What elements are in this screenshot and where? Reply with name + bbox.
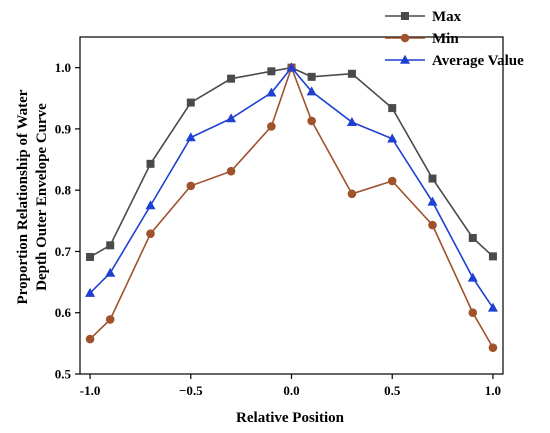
legend-marker-min [400, 33, 410, 43]
data-point-min [186, 181, 196, 191]
series-line-average-value [89, 66, 494, 309]
series-average-value [85, 62, 498, 312]
data-point-average-value [226, 113, 237, 123]
legend-marker-average-value [400, 54, 410, 64]
series-layer [85, 62, 498, 352]
y-tick-label: 0.7 [55, 244, 72, 259]
data-point-min [267, 122, 276, 131]
data-point-max [428, 174, 437, 183]
legend-label-max: Max [432, 9, 462, 25]
data-point-average-value [105, 267, 116, 277]
data-point-max [267, 67, 276, 76]
data-point-min [468, 308, 478, 318]
data-point-average-value [145, 200, 156, 210]
data-point-max [488, 252, 497, 261]
data-point-max [388, 104, 397, 113]
legend-marker-max [401, 12, 409, 20]
y-tick-label: 0.8 [55, 183, 72, 198]
x-axis: -1.0 −0.5 0.0 0.5 1.0 [80, 374, 501, 398]
data-point-max [347, 69, 356, 78]
data-point-min [307, 116, 316, 126]
data-point-min [428, 220, 437, 230]
data-point-min [226, 166, 236, 176]
data-point-average-value [306, 86, 317, 96]
legend-label-average-value: Average Value [432, 53, 524, 69]
data-point-average-value [427, 196, 438, 206]
data-point-average-value [286, 62, 297, 72]
legend-item-average-value: Average Value [385, 53, 524, 69]
data-point-min [488, 343, 498, 352]
data-point-max [227, 74, 236, 83]
y-tick-label: 0.6 [55, 305, 72, 320]
y-tick-label: 1.0 [55, 60, 71, 75]
legend: Max Min Average Value [385, 9, 524, 69]
data-point-max [468, 233, 477, 242]
legend-item-max: Max [385, 9, 462, 25]
data-point-min [387, 176, 397, 186]
data-point-average-value [346, 116, 357, 126]
plot-frame [79, 36, 504, 375]
data-point-min [85, 334, 95, 344]
data-point-average-value [487, 302, 498, 312]
legend-label-min: Min [432, 31, 459, 47]
data-point-average-value [85, 287, 96, 297]
plot-border [79, 36, 504, 375]
data-point-average-value [387, 133, 398, 143]
x-axis-title: Relative Position [236, 410, 345, 426]
data-point-min [146, 229, 155, 238]
data-point-average-value [467, 272, 478, 282]
x-tick-label: 0.5 [384, 383, 401, 398]
y-axis: 0.5 0.6 0.7 0.8 0.9 1.0 [55, 60, 80, 382]
legend-item-min: Min [385, 31, 459, 47]
data-point-max [146, 159, 155, 168]
data-point-min [105, 315, 115, 324]
data-point-max [186, 98, 195, 107]
y-axis-title-line-2: Depth Outer Envelope Curve [34, 103, 50, 291]
x-tick-label: −0.5 [179, 383, 203, 398]
x-tick-label: -1.0 [80, 383, 101, 398]
y-axis-title-line-1: Proportion Relationship of Water [15, 89, 31, 304]
y-tick-label: 0.5 [55, 367, 72, 382]
data-point-min [347, 189, 357, 199]
data-point-max [106, 241, 115, 250]
data-point-average-value [266, 87, 277, 97]
x-tick-label: 1.0 [485, 383, 501, 398]
x-tick-label: 0.0 [283, 383, 299, 398]
data-point-average-value [185, 132, 196, 142]
y-axis-title: Proportion Relationship of Water Depth O… [15, 89, 50, 304]
y-tick-label: 0.9 [55, 121, 72, 136]
data-point-max [307, 72, 316, 81]
data-point-max [86, 252, 95, 261]
